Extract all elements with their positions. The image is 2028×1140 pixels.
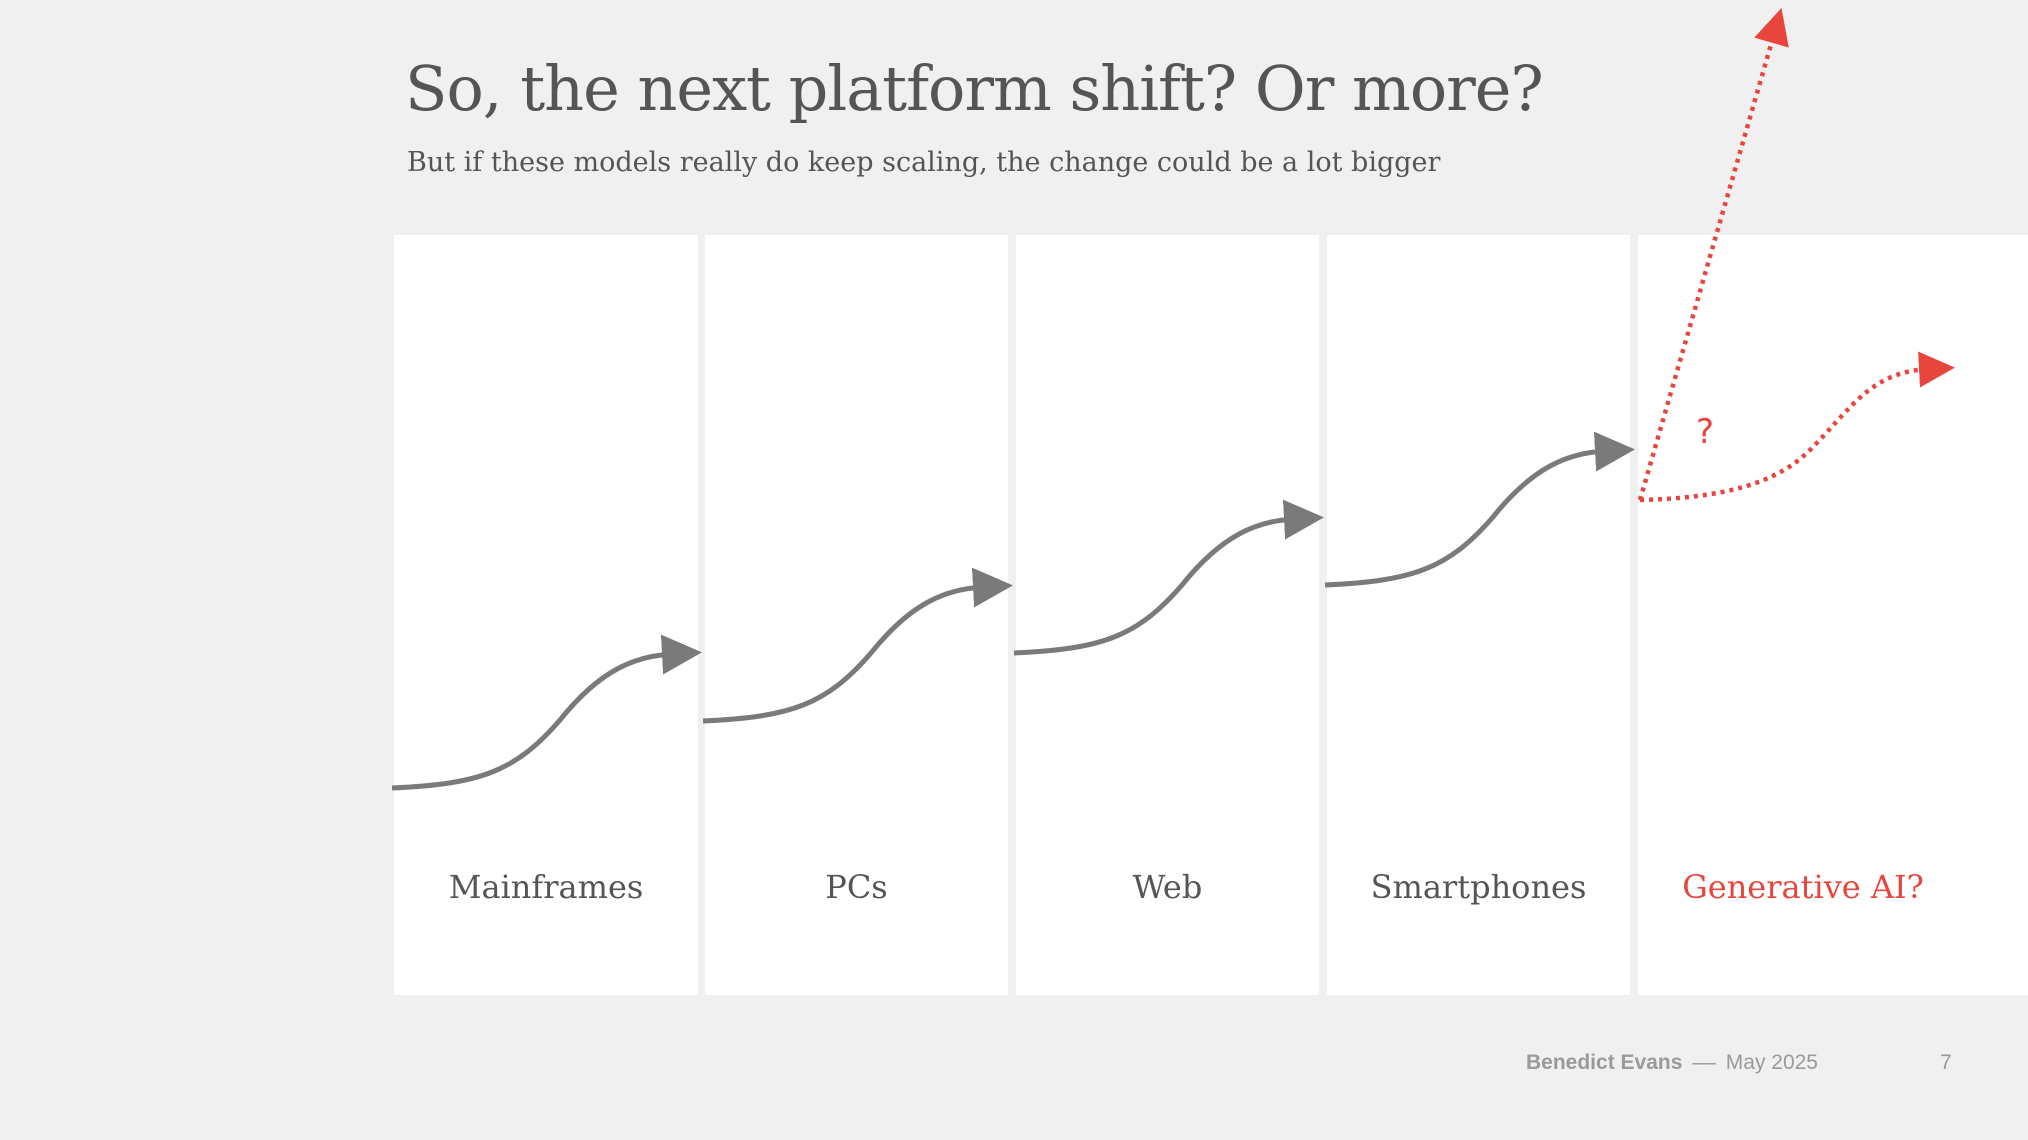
- footer-separator: ––: [1692, 1051, 1716, 1074]
- label-smartphones: Smartphones: [1370, 868, 1587, 906]
- panel-web: [1016, 235, 1319, 995]
- panel-mainframes: [394, 235, 698, 995]
- panel-generative-ai: [1638, 235, 2028, 995]
- footer-credit: Benedict Evans –– May 2025: [1526, 1051, 1818, 1075]
- slide-subtitle: But if these models really do keep scali…: [407, 147, 1441, 178]
- label-pcs: PCs: [825, 868, 888, 906]
- label-mainframes: Mainframes: [448, 868, 644, 906]
- dotted-arrow-curve: [1639, 351, 1955, 503]
- page-number: 7: [1940, 1051, 1952, 1074]
- label-generative-ai: Generative AI?: [1682, 868, 1924, 906]
- s-curve-pcs: [702, 567, 1013, 724]
- s-curve-web: [1013, 499, 1324, 656]
- label-web: Web: [1132, 868, 1203, 906]
- panel-pcs: [705, 235, 1008, 995]
- s-curve-smartphones: [1324, 431, 1635, 588]
- footer-date: May 2025: [1725, 1051, 1818, 1074]
- s-curve-mainframes: [391, 634, 702, 791]
- panel-smartphones: [1327, 235, 1630, 995]
- question-mark-annotation: ?: [1696, 412, 1715, 452]
- slide-title: So, the next platform shift? Or more?: [405, 52, 1544, 125]
- footer-author: Benedict Evans: [1526, 1051, 1683, 1074]
